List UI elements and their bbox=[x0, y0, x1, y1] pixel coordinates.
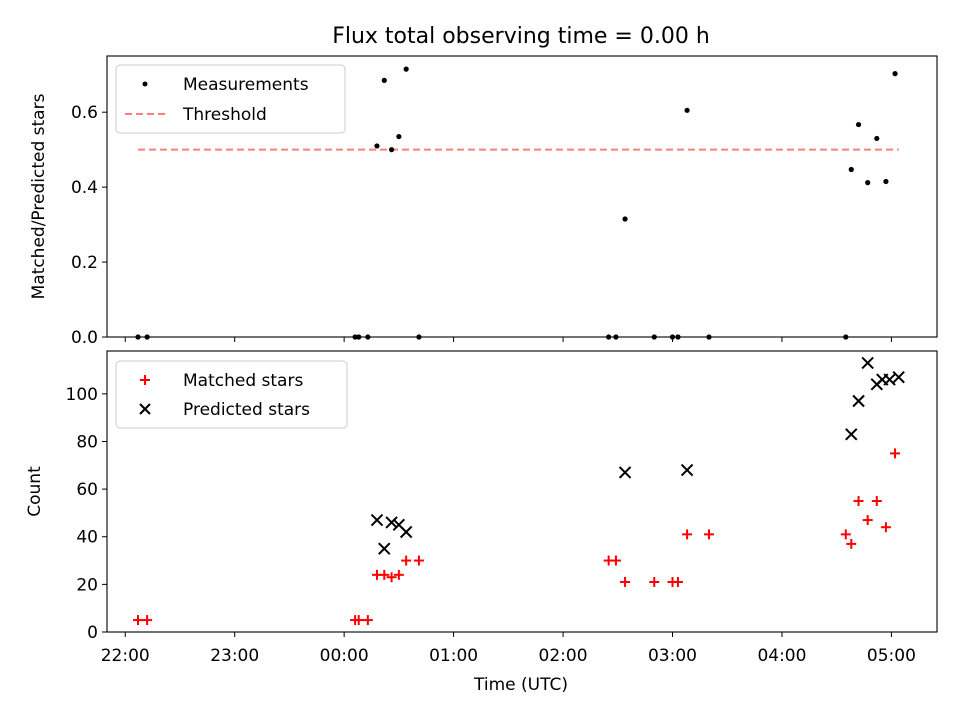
predicted-star-stroke bbox=[852, 394, 865, 408]
predicted-star-point bbox=[861, 356, 874, 370]
x-tick-label: 01:00 bbox=[429, 646, 478, 666]
bottom-legend: Matched stars Predicted stars bbox=[115, 360, 348, 429]
matched-star-point bbox=[386, 572, 397, 583]
predicted-star-point bbox=[378, 542, 391, 555]
bottom-y-tick-label: 0 bbox=[87, 623, 98, 643]
predicted-star-point bbox=[680, 463, 694, 477]
predicted-star-stroke bbox=[861, 356, 874, 370]
bottom-y-tick-label: 40 bbox=[76, 528, 98, 548]
predicted-star-stroke bbox=[370, 513, 384, 527]
predicted-star-point bbox=[370, 513, 384, 527]
measurement-point bbox=[684, 107, 690, 113]
legend-predicted-marker bbox=[139, 403, 151, 415]
matched-star-point bbox=[846, 538, 857, 549]
predicted-star-stroke bbox=[392, 518, 406, 532]
bottom-y-tick-label: 100 bbox=[66, 385, 98, 405]
bottom-y-axis-label: Count bbox=[25, 466, 45, 517]
measurement-point bbox=[874, 135, 880, 142]
matched-star-point bbox=[871, 496, 882, 507]
bottom-axes-frame bbox=[106, 350, 938, 633]
predicted-star-point bbox=[852, 394, 865, 408]
measurement-point bbox=[403, 66, 409, 72]
top-y-tick-label: 0.2 bbox=[71, 253, 98, 273]
matched-star-point bbox=[703, 529, 714, 540]
measurement-point bbox=[396, 133, 402, 140]
x-tick-label: 00:00 bbox=[320, 646, 369, 666]
predicted-star-point bbox=[385, 516, 398, 529]
legend-matched-label: Matched stars bbox=[183, 371, 303, 391]
measurement-point bbox=[848, 166, 854, 173]
measurement-point bbox=[883, 178, 889, 185]
predicted-star-point bbox=[845, 428, 858, 441]
matched-star-point bbox=[853, 496, 864, 507]
predicted-star-point bbox=[883, 373, 896, 386]
matched-star-point bbox=[353, 615, 364, 626]
measurement-point bbox=[865, 180, 871, 186]
x-tick-label: 05:00 bbox=[867, 646, 916, 666]
x-tick-label: 23:00 bbox=[210, 646, 259, 666]
legend-predicted-label: Predicted stars bbox=[183, 400, 310, 420]
predicted-star-stroke bbox=[399, 525, 413, 539]
predicted-star-stroke bbox=[883, 373, 896, 386]
matched-star-point bbox=[682, 529, 693, 540]
matched-star-point bbox=[610, 555, 621, 566]
matched-star-point bbox=[393, 569, 404, 580]
legend-matched-marker bbox=[140, 375, 150, 385]
legend-measurements-marker bbox=[142, 81, 148, 87]
matched-star-point bbox=[401, 555, 412, 566]
top-y-tick-label: 0.0 bbox=[71, 328, 98, 348]
x-tick-label: 22:00 bbox=[101, 646, 150, 666]
measurement-point bbox=[374, 143, 380, 149]
legend-threshold-label: Threshold bbox=[182, 105, 267, 125]
bottom-y-tick-label: 20 bbox=[76, 575, 98, 595]
predicted-star-point bbox=[892, 370, 905, 384]
measurement-point bbox=[388, 147, 395, 153]
x-axis-label: Time (UTC) bbox=[473, 675, 568, 695]
matched-star-point bbox=[142, 615, 153, 626]
bottom-y-tick-label: 60 bbox=[76, 480, 98, 500]
bottom-legend-box bbox=[115, 360, 348, 429]
top-panel: 0.0 0.2 0.4 0.6 Matched/Predicted stars Mea… bbox=[29, 55, 938, 348]
x-tick-label: 03:00 bbox=[648, 646, 697, 666]
top-y-axis-label: Matched/Predicted stars bbox=[29, 93, 49, 299]
top-y-tick-label: 0.4 bbox=[71, 178, 98, 198]
x-tick-label: 04:00 bbox=[757, 646, 806, 666]
predicted-star-stroke bbox=[892, 370, 905, 384]
matched-star-point bbox=[862, 515, 873, 526]
matched-star-point bbox=[880, 522, 891, 533]
measurement-point bbox=[855, 121, 862, 128]
top-y-tick-label: 0.6 bbox=[71, 103, 98, 123]
predicted-star-point bbox=[618, 466, 632, 479]
matched-star-point bbox=[840, 529, 851, 540]
matched-star-point bbox=[379, 569, 390, 580]
chart-title: Flux total observing time = 0.00 h bbox=[332, 24, 710, 49]
measurement-point bbox=[622, 216, 628, 222]
legend-measurements-label: Measurements bbox=[183, 75, 309, 95]
predicted-star-stroke bbox=[618, 466, 632, 479]
matched-star-point bbox=[672, 576, 683, 587]
x-tick-label: 02:00 bbox=[539, 646, 588, 666]
measurement-point bbox=[381, 77, 387, 83]
predicted-star-point bbox=[399, 525, 413, 539]
matched-star-point bbox=[649, 576, 660, 587]
bottom-panel: 0 20 40 60 80 100 22:00 23:00 00:00 01:00 02:00 03… bbox=[25, 350, 938, 695]
matched-star-point bbox=[362, 615, 373, 626]
matched-star-point bbox=[133, 615, 144, 626]
top-legend-box bbox=[115, 64, 346, 134]
predicted-star-stroke bbox=[378, 542, 391, 555]
matched-star-point bbox=[413, 555, 424, 566]
predicted-star-stroke bbox=[680, 463, 694, 477]
measurement-point bbox=[892, 71, 898, 77]
predicted-star-stroke bbox=[385, 516, 398, 529]
top-legend: Measurements Threshold bbox=[115, 64, 346, 134]
matched-star-point bbox=[890, 448, 901, 459]
top-axes-frame bbox=[106, 55, 938, 338]
bottom-y-tick-label: 80 bbox=[76, 432, 98, 452]
predicted-star-stroke bbox=[845, 428, 858, 441]
matched-star-point bbox=[620, 576, 631, 587]
